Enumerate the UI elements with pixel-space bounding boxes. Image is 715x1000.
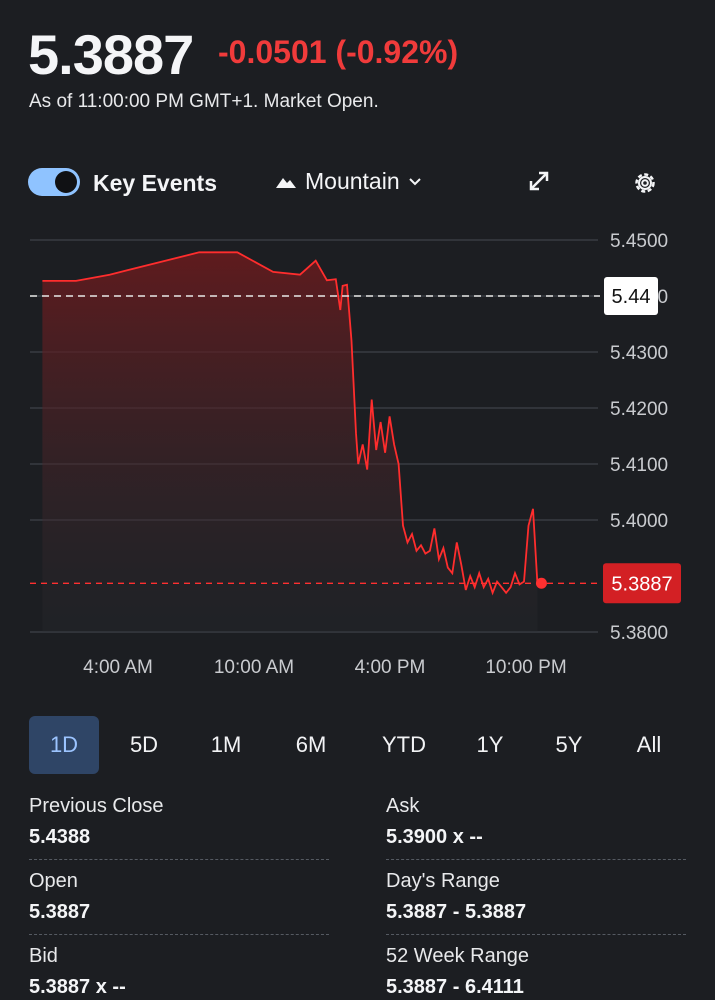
- timeframe-tab-ytd[interactable]: YTD: [382, 732, 426, 757]
- current-price-dot: [535, 577, 547, 589]
- stat-label: Bid: [29, 945, 58, 967]
- stat-52-week-range: 52 Week Range 5.3887 - 6.4111: [386, 945, 686, 999]
- divider: [29, 934, 329, 935]
- timeframe-tab-5y[interactable]: 5Y: [555, 732, 583, 757]
- previous-close-tag-label: 5.44: [612, 286, 651, 308]
- timeframe-tab-1y[interactable]: 1Y: [476, 732, 504, 757]
- y-tick-label: 5.3800: [610, 623, 668, 644]
- as-of-timestamp: As of 11:00:00 PM GMT+1. Market Open.: [29, 91, 379, 112]
- current-price-tag: 5.3887: [603, 563, 681, 604]
- price-change: -0.0501 (-0.92%): [218, 34, 459, 70]
- gear-icon[interactable]: [630, 168, 660, 198]
- stat-label: Open: [29, 870, 78, 892]
- timeframe-tab-all[interactable]: All: [636, 732, 662, 757]
- current-price-tag-label: 5.3887: [611, 573, 672, 595]
- divider: [386, 859, 686, 860]
- x-tick-label: 10:00 PM: [485, 657, 566, 678]
- y-tick-label: 5.4000: [610, 511, 668, 532]
- stat-value: 5.3900 x --: [386, 826, 483, 848]
- stat-days-range: Day's Range 5.3887 - 5.3887: [386, 870, 686, 924]
- x-tick-label: 10:00 AM: [214, 657, 294, 678]
- stat-value: 5.3887 x --: [29, 976, 126, 998]
- key-events-toggle[interactable]: [28, 168, 80, 196]
- stat-value: 5.3887 - 6.4111: [386, 976, 524, 998]
- timeframe-tab-1m[interactable]: 1M: [210, 732, 242, 757]
- timeframe-tab-5d[interactable]: 5D: [129, 732, 159, 757]
- stat-ask: Ask 5.3900 x --: [386, 795, 686, 849]
- x-tick-label: 4:00 PM: [355, 657, 426, 678]
- stat-label: Ask: [386, 795, 420, 817]
- y-tick-label: 5.4300: [610, 343, 668, 364]
- stat-label: Previous Close: [29, 795, 164, 817]
- stat-value: 5.3887 - 5.3887: [386, 901, 527, 923]
- price-chart[interactable]: 5.45005.44005.43005.42005.41005.40005.38…: [0, 225, 715, 695]
- chart-type-selector[interactable]: Mountain: [275, 168, 422, 195]
- previous-close-tag: 5.44: [604, 277, 658, 315]
- expand-icon[interactable]: [524, 166, 554, 196]
- key-events-label[interactable]: Key Events: [93, 170, 218, 196]
- x-tick-label: 4:00 AM: [83, 657, 153, 678]
- mountain-icon: [275, 175, 297, 189]
- stat-value: 5.4388: [29, 826, 91, 848]
- stat-open: Open 5.3887: [29, 870, 329, 924]
- stat-value: 5.3887: [29, 901, 91, 923]
- chevron-down-icon: [408, 177, 422, 187]
- y-tick-label: 5.4200: [610, 399, 668, 420]
- price-area: [42, 252, 538, 633]
- stat-bid: Bid 5.3887 x --: [29, 945, 329, 999]
- divider: [386, 934, 686, 935]
- timeframe-tabs: 1D 5D 1M 6M YTD 1Y 5Y All: [28, 716, 688, 774]
- y-tick-label: 5.4500: [610, 231, 668, 252]
- divider: [29, 859, 329, 860]
- timeframe-tab-1d[interactable]: 1D: [29, 716, 99, 774]
- stat-previous-close: Previous Close 5.4388: [29, 795, 329, 849]
- y-tick-label: 5.4100: [610, 455, 668, 476]
- stat-label: Day's Range: [386, 870, 500, 892]
- timeframe-tab-6m[interactable]: 6M: [295, 732, 327, 757]
- current-price: 5.3887: [28, 23, 194, 86]
- toggle-knob: [55, 171, 77, 193]
- stat-label: 52 Week Range: [386, 945, 530, 967]
- chart-type-label: Mountain: [305, 168, 400, 194]
